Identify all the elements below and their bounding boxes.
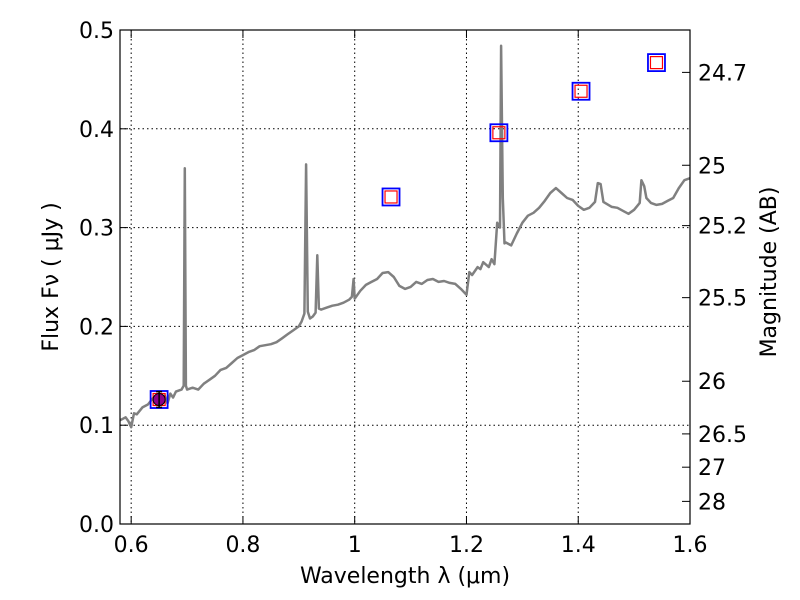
observed-photometry-inner-square: [384, 190, 398, 204]
axis-ticks: 0.6 0.8 1 1.2 1.4 1.6 0.0 0.1 0.2 0.3 0.4 0.5 24.7 25…: [79, 19, 747, 558]
x-tick-label: 1: [348, 533, 362, 558]
model-photometry-outer-square: [571, 81, 591, 101]
mag-tick-label: 27: [698, 456, 726, 481]
y-tick-label: 0.1: [79, 414, 114, 439]
mag-tick-label: 25: [698, 154, 726, 179]
mag-tick-label: 24.7: [698, 61, 747, 86]
model-photometry-outer-square: [489, 123, 509, 143]
mag-tick-label: 26: [698, 370, 726, 395]
plot-area: [119, 44, 691, 429]
model-photometry-outer-square: [647, 53, 666, 73]
y2-axis-label: Magnitude (AB): [757, 187, 782, 358]
x-tick-label: 1.2: [449, 533, 484, 558]
mag-tick-label: 26.5: [698, 423, 747, 448]
x-tick-label: 0.6: [114, 533, 149, 558]
observed-photometry-inner-square: [574, 84, 588, 98]
model-photometry-outer-square: [381, 187, 401, 207]
x-tick-label: 1.4: [561, 533, 596, 558]
y-tick-label: 0.5: [79, 19, 114, 44]
y-tick-label: 0.0: [79, 513, 114, 538]
mag-tick-label: 25.2: [698, 215, 747, 240]
mag-tick-label: 25.5: [698, 287, 747, 312]
x-tick-label: 0.8: [225, 533, 260, 558]
mag-tick-label: 28: [698, 490, 726, 515]
y-tick-label: 0.3: [79, 217, 114, 242]
x-axis-label: Wavelength λ (μm): [300, 564, 510, 589]
y-tick-label: 0.4: [79, 118, 114, 143]
y-axis-label: Flux Fν ( μJy ): [39, 202, 64, 351]
observed-photometry-inner-square: [492, 126, 506, 140]
plot-frame: [119, 29, 691, 525]
y-tick-label: 0.2: [79, 315, 114, 340]
spectrum-line: [119, 44, 691, 429]
observed-photometry-inner-square: [649, 56, 664, 70]
x-tick-label: 1.6: [673, 533, 708, 558]
